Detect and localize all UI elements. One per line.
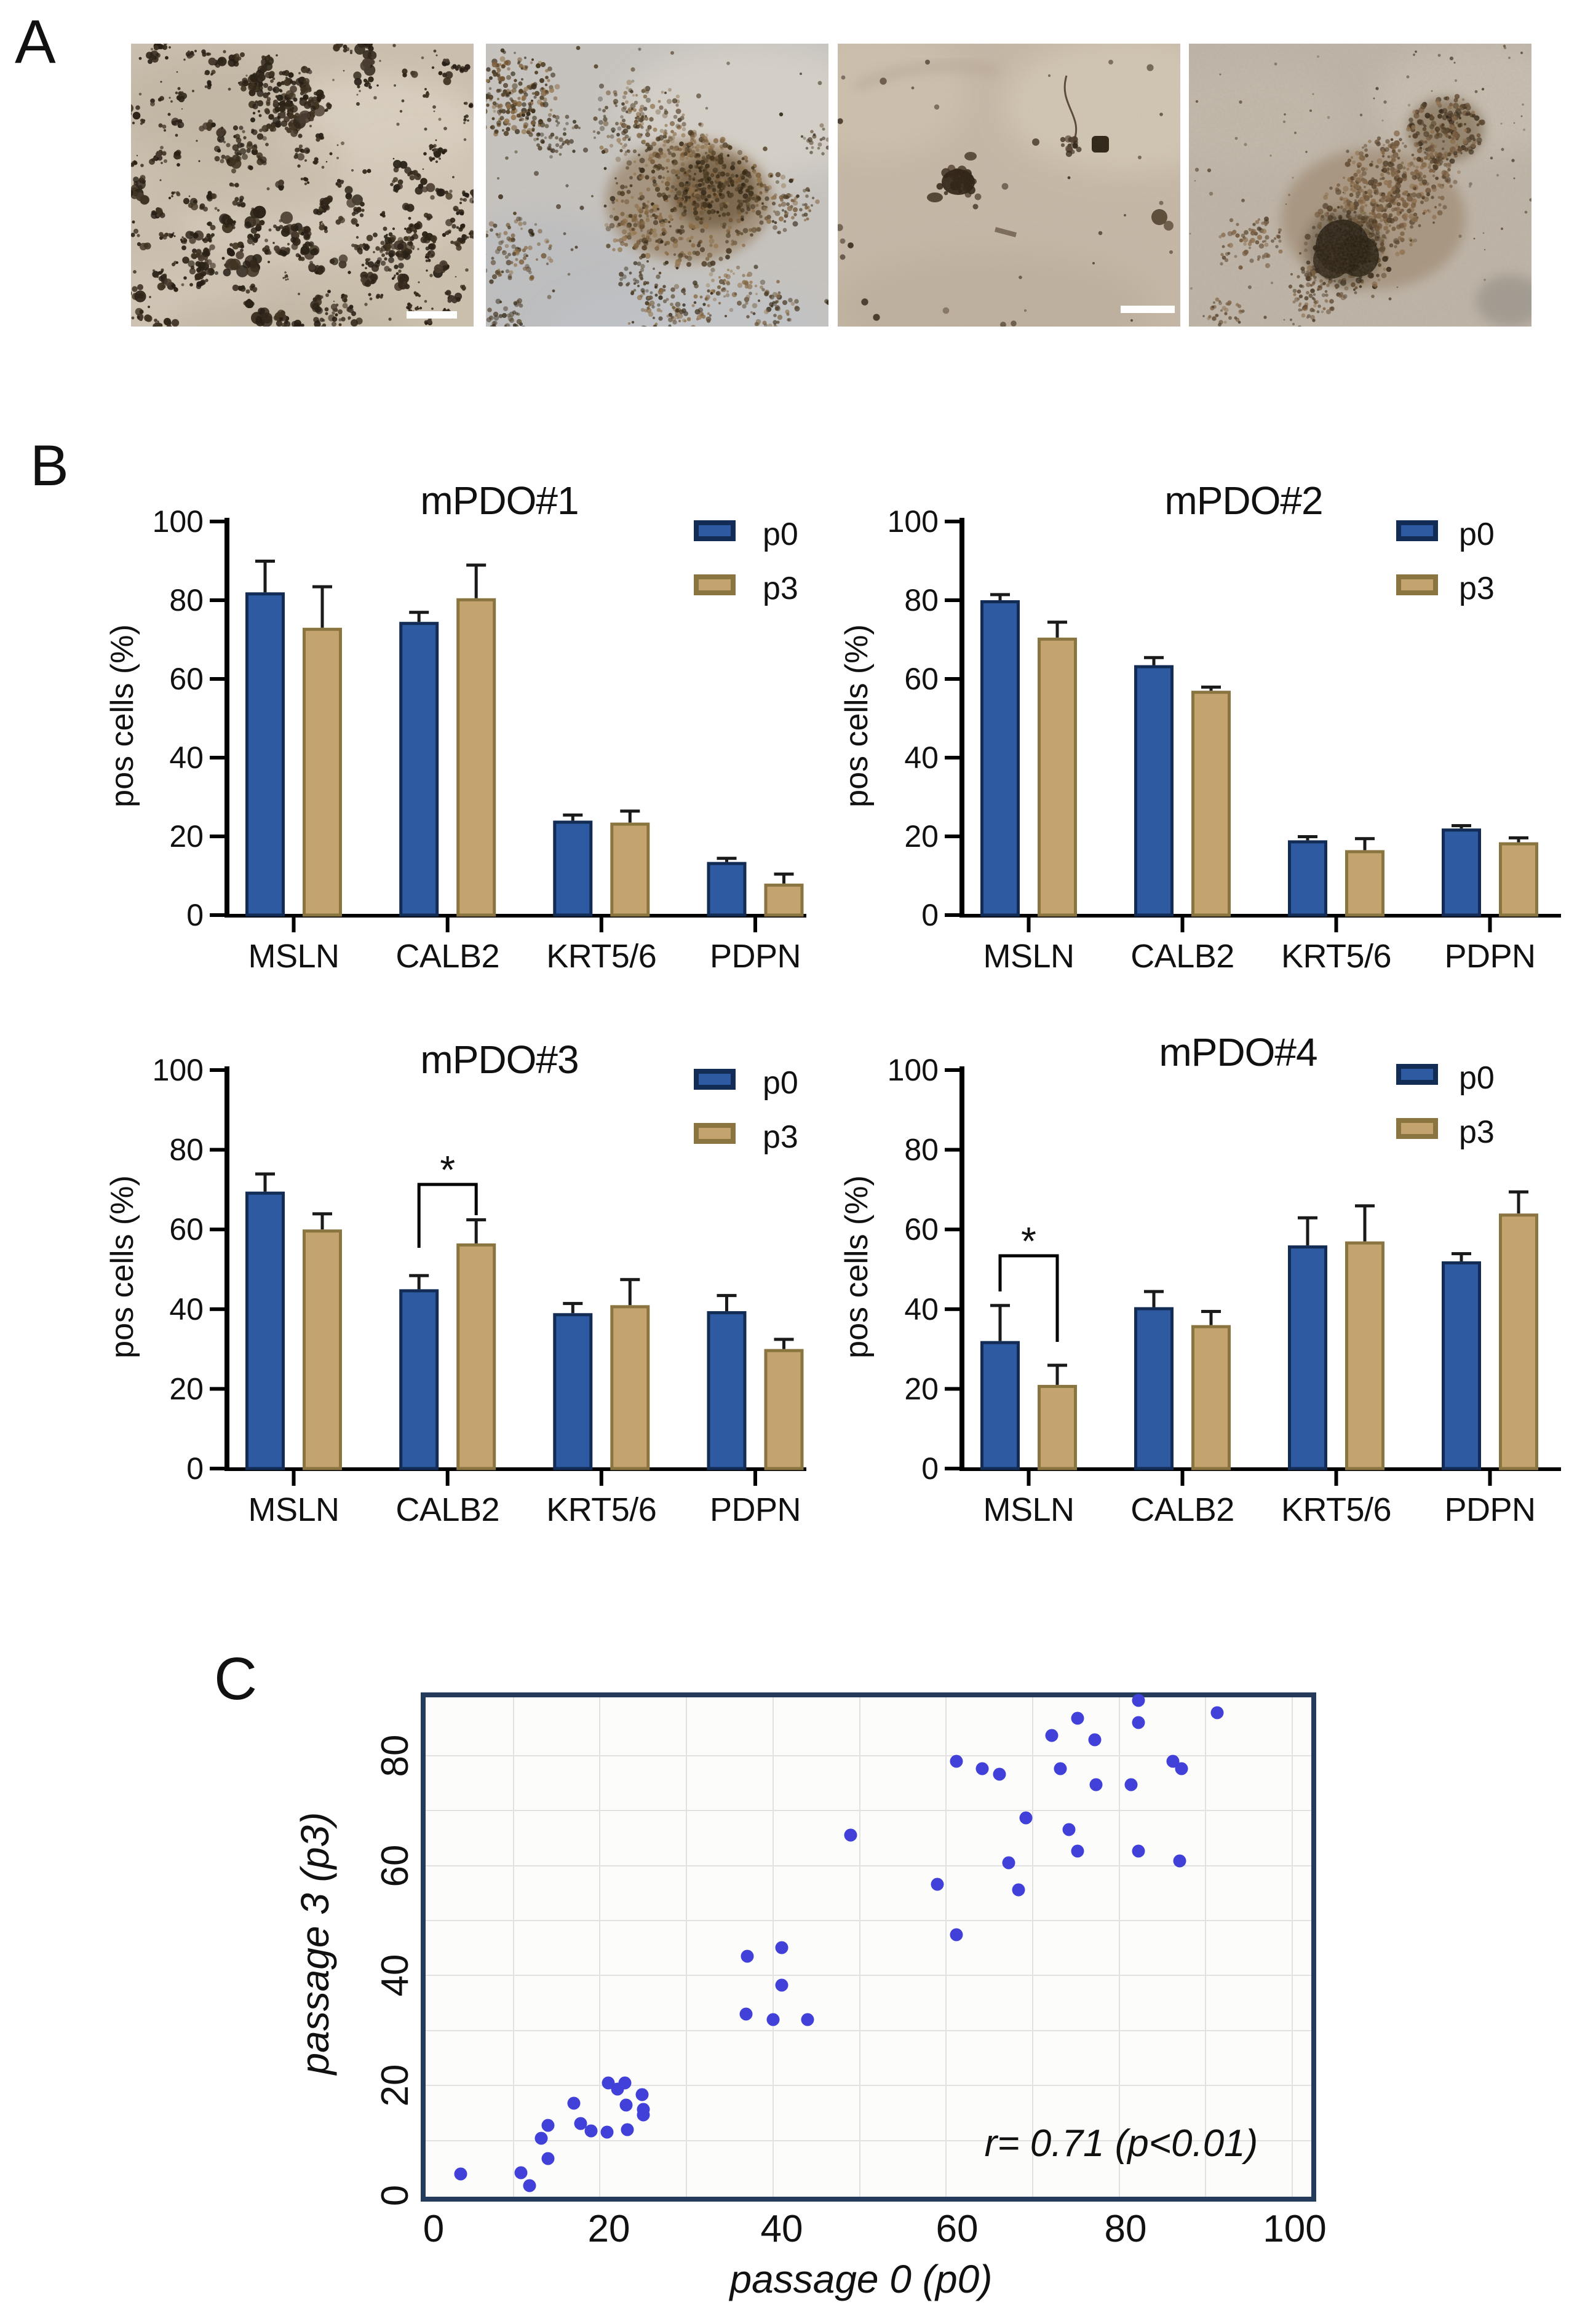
svg-text:80: 80 (169, 1133, 204, 1167)
svg-text:p3: p3 (1459, 1114, 1495, 1150)
svg-text:p3: p3 (763, 1119, 798, 1155)
svg-text:pos cells (%): pos cells (%) (839, 1175, 875, 1358)
svg-text:KRT5/6: KRT5/6 (546, 938, 656, 975)
svg-text:100: 100 (1263, 2208, 1326, 2250)
svg-text:40: 40 (169, 740, 204, 775)
svg-text:passage 3 (p3): passage 3 (p3) (293, 1812, 337, 2076)
svg-text:mPDO#4: mPDO#4 (1159, 1030, 1317, 1074)
svg-text:20: 20 (588, 2208, 630, 2250)
svg-text:0: 0 (374, 2185, 416, 2206)
svg-text:p0: p0 (763, 517, 798, 552)
svg-text:100: 100 (888, 1053, 939, 1087)
svg-text:0: 0 (921, 1451, 939, 1486)
svg-text:MSLN: MSLN (983, 1491, 1074, 1528)
svg-text:PDPN: PDPN (1444, 938, 1535, 975)
svg-text:*: * (1021, 1219, 1036, 1263)
svg-text:pos cells (%): pos cells (%) (105, 624, 140, 807)
svg-text:40: 40 (761, 2208, 803, 2250)
svg-text:B: B (30, 433, 69, 498)
svg-text:p0: p0 (1459, 517, 1495, 552)
svg-text:passage 0 (p0): passage 0 (p0) (729, 2257, 993, 2301)
svg-text:80: 80 (169, 583, 204, 617)
svg-text:100: 100 (888, 504, 939, 539)
svg-text:80: 80 (904, 583, 939, 617)
svg-text:80: 80 (374, 1735, 416, 1777)
svg-text:KRT5/6: KRT5/6 (1281, 1491, 1391, 1528)
svg-text:r= 0.71 (p<0.01): r= 0.71 (p<0.01) (985, 2122, 1258, 2165)
svg-text:100: 100 (153, 1053, 204, 1087)
svg-text:p0: p0 (1459, 1060, 1495, 1096)
svg-text:p0: p0 (763, 1065, 798, 1101)
svg-text:40: 40 (169, 1292, 204, 1327)
svg-text:40: 40 (374, 1954, 416, 1997)
svg-text:mPDO#3: mPDO#3 (420, 1037, 578, 1082)
svg-text:pos cells (%): pos cells (%) (105, 1175, 140, 1358)
svg-text:20: 20 (374, 2064, 416, 2107)
svg-text:p3: p3 (763, 571, 798, 606)
svg-text:MSLN: MSLN (248, 938, 339, 975)
svg-text:20: 20 (169, 819, 204, 854)
svg-text:CALB2: CALB2 (1130, 938, 1234, 975)
svg-text:pos cells (%): pos cells (%) (839, 624, 875, 807)
svg-text:20: 20 (904, 819, 939, 854)
svg-text:CALB2: CALB2 (1130, 1491, 1234, 1528)
svg-text:CALB2: CALB2 (395, 938, 499, 975)
svg-text:80: 80 (1105, 2208, 1147, 2250)
svg-text:mPDO#1: mPDO#1 (420, 478, 578, 523)
svg-text:A: A (15, 7, 56, 76)
svg-text:*: * (440, 1148, 455, 1192)
svg-text:60: 60 (936, 2208, 979, 2250)
svg-text:40: 40 (904, 1292, 939, 1327)
svg-text:mPDO#2: mPDO#2 (1164, 478, 1322, 523)
svg-text:0: 0 (423, 2208, 444, 2250)
svg-text:60: 60 (169, 662, 204, 696)
svg-text:MSLN: MSLN (983, 938, 1074, 975)
svg-text:PDPN: PDPN (710, 938, 801, 975)
svg-text:KRT5/6: KRT5/6 (1281, 938, 1391, 975)
svg-text:100: 100 (153, 504, 204, 539)
svg-text:0: 0 (186, 898, 204, 932)
svg-text:60: 60 (904, 1212, 939, 1247)
svg-text:20: 20 (904, 1371, 939, 1406)
svg-text:C: C (214, 1645, 257, 1712)
svg-text:p3: p3 (1459, 571, 1495, 606)
svg-text:0: 0 (186, 1451, 204, 1486)
svg-text:40: 40 (904, 740, 939, 775)
svg-text:KRT5/6: KRT5/6 (546, 1491, 656, 1528)
svg-text:60: 60 (904, 662, 939, 696)
svg-text:0: 0 (921, 898, 939, 932)
svg-text:PDPN: PDPN (1444, 1491, 1535, 1528)
svg-text:80: 80 (904, 1133, 939, 1167)
svg-text:20: 20 (169, 1371, 204, 1406)
svg-text:PDPN: PDPN (710, 1491, 801, 1528)
svg-text:60: 60 (169, 1212, 204, 1247)
svg-text:60: 60 (374, 1845, 416, 1887)
svg-text:MSLN: MSLN (248, 1491, 339, 1528)
svg-text:CALB2: CALB2 (395, 1491, 499, 1528)
